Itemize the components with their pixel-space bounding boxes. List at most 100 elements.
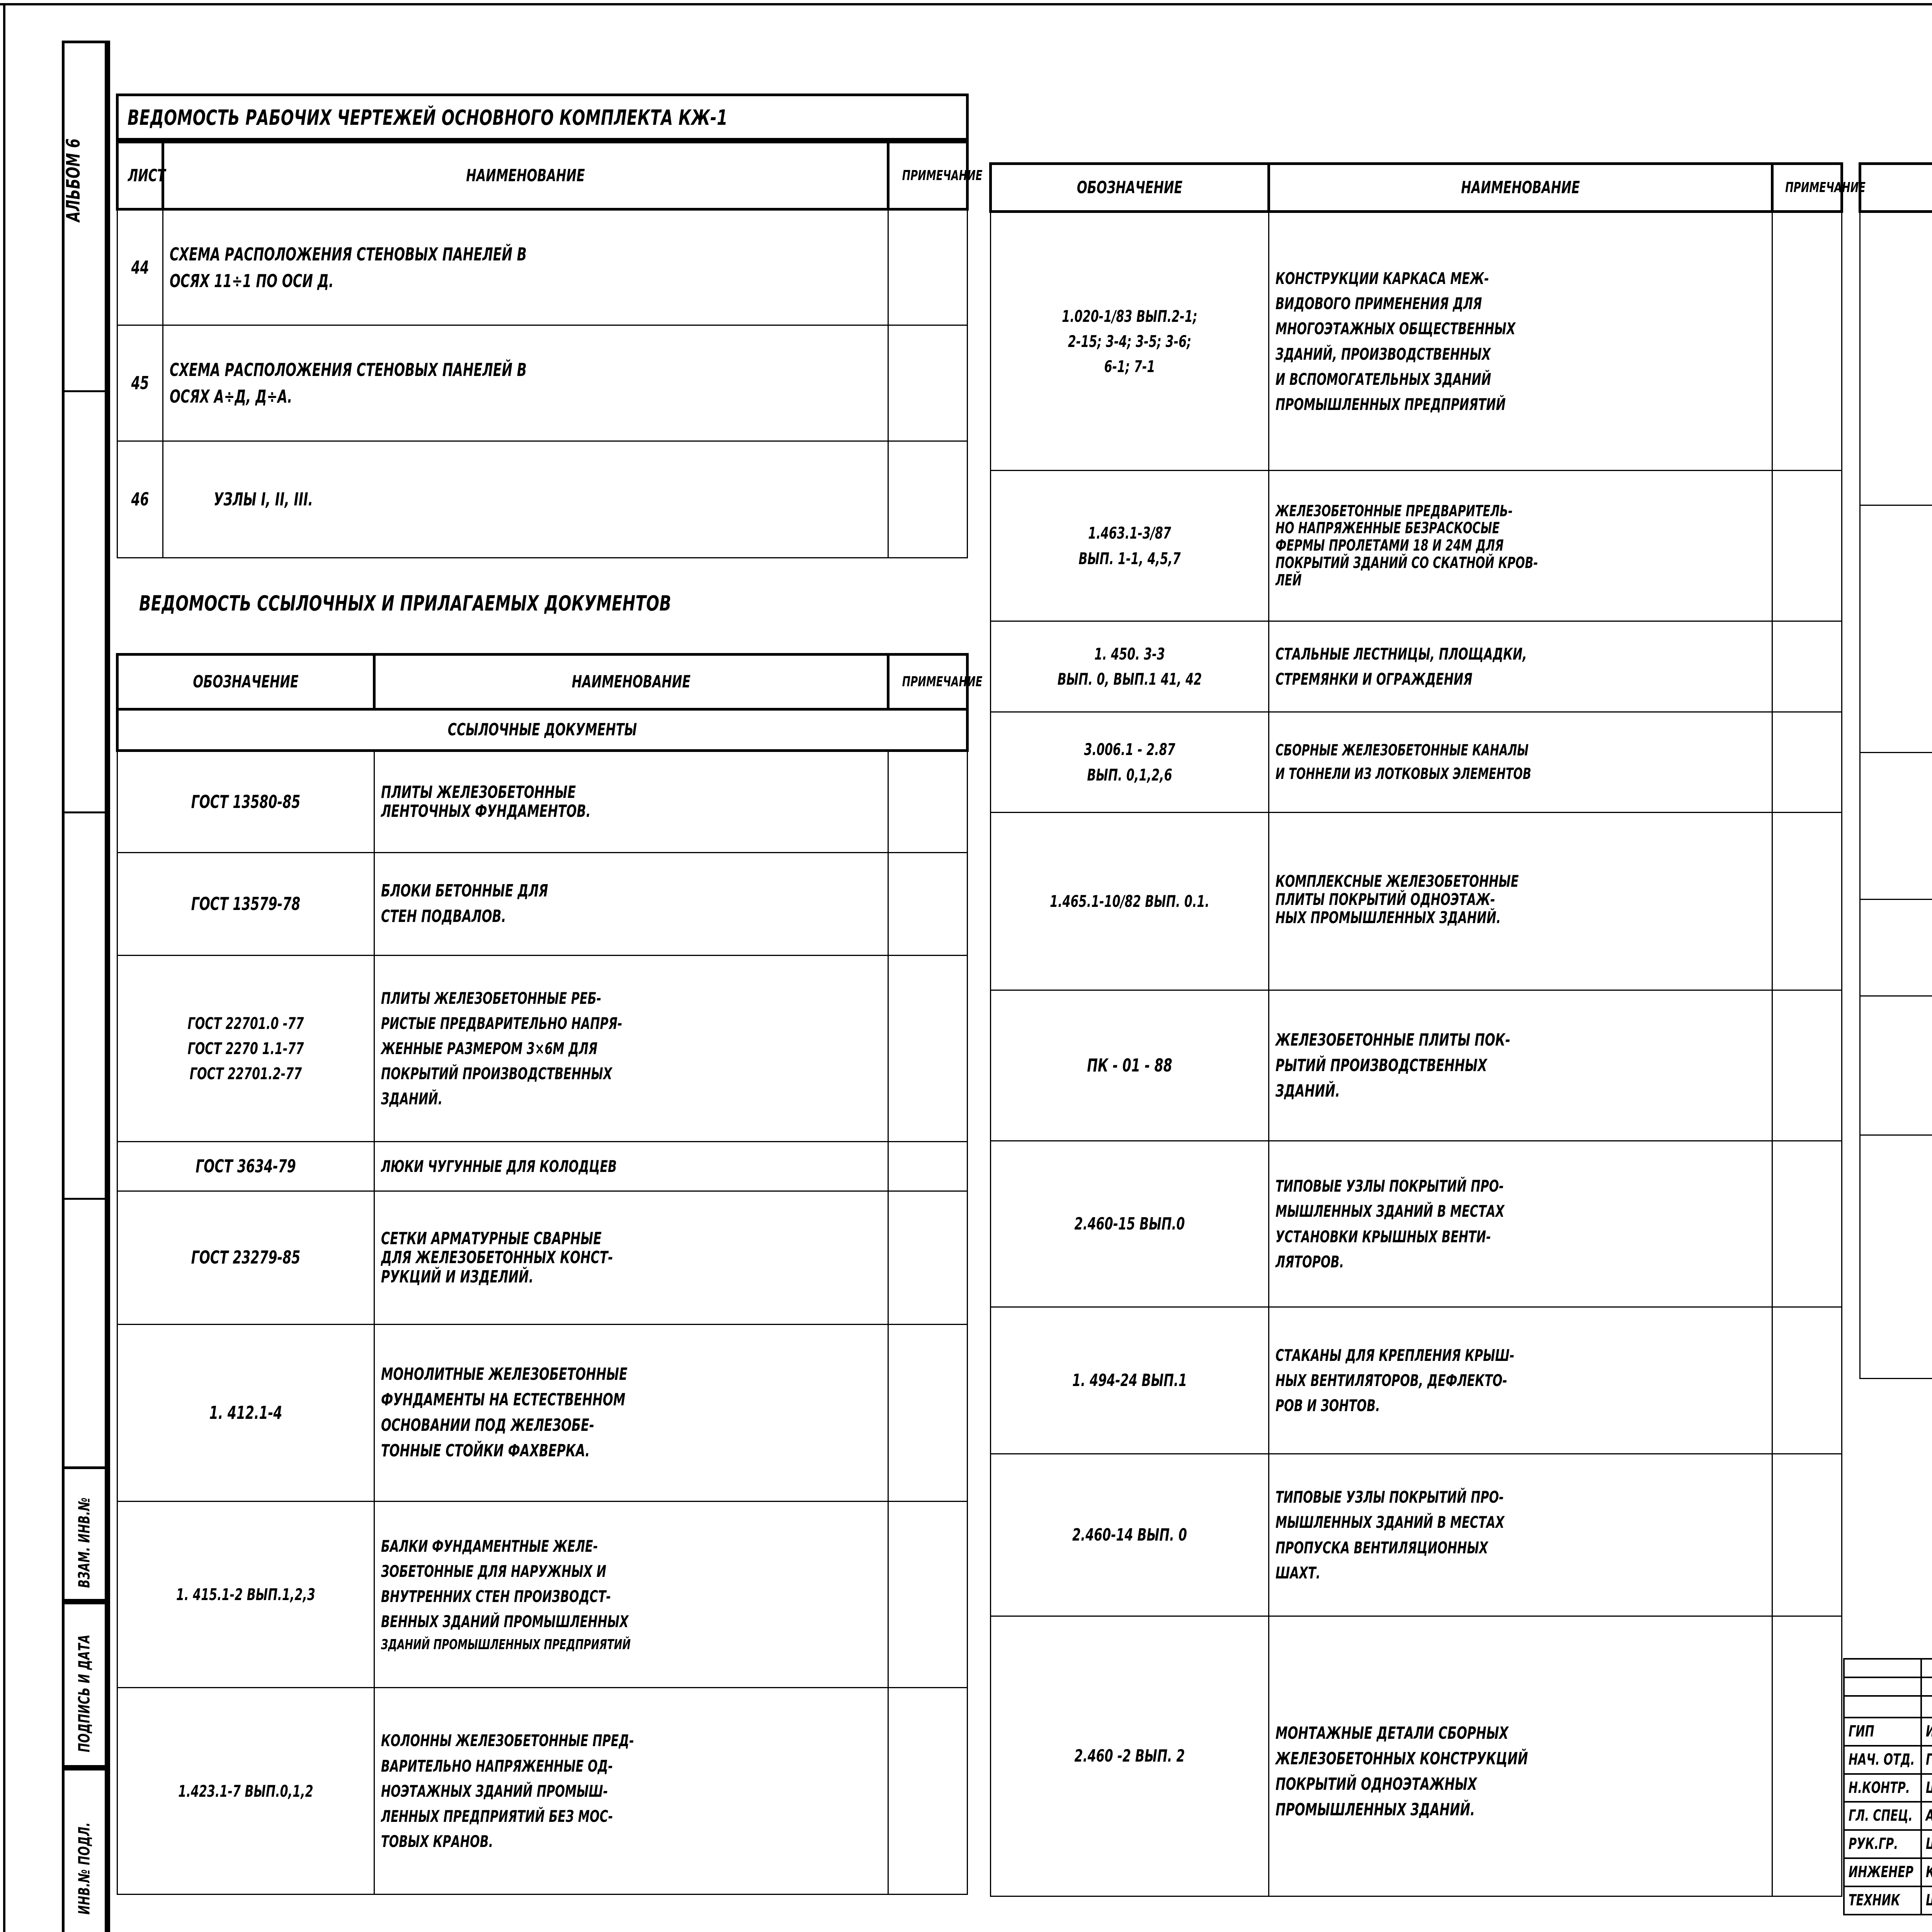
col2-row9-code: 2.460 -2 ВЫП. 2 — [990, 1616, 1269, 1897]
table-row: 2.460-15 ВЫП.0 ТИПОВЫЕ УЗЛЫ ПОКРЫТИЙ ПРО… — [990, 1140, 1842, 1308]
col2-row9-note — [1772, 1616, 1842, 1897]
col1-row4-name: СЕТКИ АРМАТУРНЫЕ СВАРНЫЕ ДЛЯ ЖЕЛЕЗОБЕТОНН… — [374, 1190, 889, 1325]
margin-box-vzam — [62, 1466, 107, 1602]
section1-caption: ВЕДОМОСТЬ РАБОЧИХ ЧЕРТЕЖЕЙ ОСНОВНОГО КОМ… — [128, 105, 728, 130]
col2-row3-note — [1772, 711, 1842, 813]
col1-row1-note — [888, 852, 968, 956]
left-margin-divider — [107, 41, 110, 1932]
table-row: ГОСТ 23279-85 СЕТКИ АРМАТУРНЫЕ СВАРНЫЕ ДЛ… — [117, 1190, 968, 1325]
tb-role-0: ГИП — [1843, 1717, 1922, 1747]
col2-row7-name: СТАКАНЫ ДЛЯ КРЕПЛЕНИЯ КРЫШ- НЫХ ВЕНТИЛЯТО… — [1268, 1306, 1773, 1454]
table-row: ГОСТ 3634-79 ЛЮКИ ЧУГУННЫЕ ДЛЯ КОЛОДЦЕВ — [117, 1141, 968, 1192]
table-row: ГОСТ 22701.0 -77 ГОСТ 2270 1.1-77 ГОСТ 227… — [117, 954, 968, 1142]
col1-row5-code: 1. 412.1-4 — [117, 1323, 375, 1502]
tb-rev2-c1[interactable] — [1843, 1677, 1922, 1697]
col3-row4-code: 3.015-2/82 ВЫП. I ВЫП. II-2 — [1859, 995, 1932, 1136]
album-label: АЛЬБОМ 6 — [63, 138, 84, 222]
col2-row3-name: СБОРНЫЕ ЖЕЛЕЗОБЕТОННЫЕ КАНАЛЫ И ТОННЕЛИ И… — [1268, 711, 1773, 813]
table-row: ГИП ИНДБАЛЬСКИЙ Ind. КОТЕЛЬНАЯ С 4 КОТЛА… — [1843, 1717, 1932, 1747]
col1-row3-code: ГОСТ 3634-79 — [117, 1141, 375, 1192]
tb-rev3-c2[interactable] — [1920, 1695, 1932, 1718]
left-tick-1 — [62, 390, 108, 392]
col2-header-code: ОБОЗНАЧЕНИЕ — [989, 162, 1270, 213]
table-row: 3.015-2/82 ВЫП. I ВЫП. II-2 УНИФИЦИРОВАН… — [1859, 995, 1932, 1136]
margin-label-vzam: ВЗАМ. ИНВ.№ — [75, 1497, 94, 1588]
col2-row1-name: ЖЕЛЕЗОБЕТОННЫЕ ПРЕДВАРИТЕЛЬ- НО НАПРЯЖЕНН… — [1268, 470, 1773, 622]
margin-box-podpis — [62, 1602, 107, 1768]
table-row: ПК - 01 - 88 ЖЕЛЕЗОБЕТОННЫЕ ПЛИТЫ ПОК- РЫ… — [990, 990, 1842, 1141]
col1-row0-code: ГОСТ 13580-85 — [117, 750, 375, 853]
table-row: 1.423.1-7 ВЫП.0,1,2 КОЛОННЫ ЖЕЛЕЗОБЕТОНН… — [117, 1687, 968, 1895]
col3-row5-code: 1.042.1 - 4 ВЫП.1 — [1859, 1134, 1932, 1379]
table-row: 3.006.1 - 2.87 ВЫП. 0,1,2,6 СБОРНЫЕ ЖЕЛЕЗ… — [990, 711, 1842, 813]
col1-row1-code: ГОСТ 13579-78 — [117, 852, 375, 956]
col1-row0-note — [888, 750, 968, 853]
table-row: 44 СХЕМА РАСПОЛОЖЕНИЯ СТЕНОВЫХ ПАНЕЛЕЙ В… — [117, 209, 968, 326]
col2-row9-name: МОНТАЖНЫЕ ДЕТАЛИ СБОРНЫХ ЖЕЛЕЗОБЕТОННЫХ К… — [1268, 1616, 1773, 1897]
left-tick-3 — [62, 1198, 108, 1200]
section1-table: ЛИСТ НАИМЕНОВАНИЕ ПРИМЕЧАНИЕ 44 СХЕМА РА… — [116, 141, 983, 558]
col1-row6-name: БАЛКИ ФУНДАМЕНТНЫЕ ЖЕЛЕ- ЗОБЕТОННЫЕ ДЛЯ Н… — [374, 1501, 889, 1689]
section1-header-name: НАИМЕНОВАНИЕ — [162, 141, 889, 211]
col2-row7-code: 1. 494-24 ВЫП.1 — [990, 1306, 1269, 1454]
col1-row7-note — [888, 1687, 968, 1895]
tb-rev3-c1[interactable] — [1843, 1695, 1922, 1718]
table-row: 2.460 -2 ВЫП. 2 МОНТАЖНЫЕ ДЕТАЛИ СБОРНЫХ… — [990, 1616, 1842, 1897]
section1-caption-frame — [116, 94, 969, 141]
col2-row7-note — [1772, 1306, 1842, 1454]
col1-header-note: ПРИМЕЧАНИЕ — [887, 653, 983, 711]
col2-row2-code: 1. 450. 3-3 ВЫП. 0, ВЫП.1 41, 42 — [990, 621, 1269, 713]
col2-row8-note — [1772, 1453, 1842, 1617]
col1-row2-name: ПЛИТЫ ЖЕЛЕЗОБЕТОННЫЕ РЕБ- РИСТЫЕ ПРЕДВАРИ… — [374, 954, 889, 1142]
section2-col1-table: ОБОЗНАЧЕНИЕ НАИМЕНОВАНИЕ ПРИМЕЧАНИЕ ССЫЛ… — [116, 653, 983, 1895]
section1-row0-note — [888, 209, 968, 326]
col1-row3-name: ЛЮКИ ЧУГУННЫЕ ДЛЯ КОЛОДЦЕВ — [374, 1141, 889, 1192]
table-row: 1.465.1-10/82 ВЫП. 0.1. КОМПЛЕКСНЫЕ ЖЕЛЕ… — [990, 812, 1842, 991]
margin-box-inv — [62, 1768, 107, 1932]
col2-row6-name: ТИПОВЫЕ УЗЛЫ ПОКРЫТИЙ ПРО- МЫШЛЕННЫХ ЗДАН… — [1268, 1140, 1773, 1308]
table-row: 1. 450. 3-3 ВЫП. 0, ВЫП.1 41, 42 СТАЛЬНЫЕ… — [990, 621, 1842, 713]
section1-row2-note — [888, 440, 968, 558]
col1-row6-note — [888, 1501, 968, 1689]
col2-row2-name: СТАЛЬНЫЕ ЛЕСТНИЦЫ, ПЛОЩАДКИ, СТРЕМЯНКИ И … — [1268, 621, 1773, 713]
col3-row0-code: 1.041.1-2 ВЫП.5 — [1859, 211, 1932, 506]
col2-row5-note — [1772, 990, 1842, 1141]
section1-row1-name: СХЕМА РАСПОЛОЖЕНИЯ СТЕНОВЫХ ПАНЕЛЕЙ В ОС… — [162, 325, 889, 442]
section2-col3-table: ОБОЗНАЧЕНИЕ НАИМЕНОВАНИЕ ПРИМЕЧАНИЕ 1.04… — [1859, 162, 1932, 1379]
table-row: РУК.ГР. ШУЛЬГИНА Shu. — [1843, 1829, 1932, 1859]
col2-row8-name: ТИПОВЫЕ УЗЛЫ ПОКРЫТИЙ ПРО- МЫШЛЕННЫХ ЗДАН… — [1268, 1453, 1773, 1617]
col2-row6-code: 2.460-15 ВЫП.0 — [990, 1140, 1269, 1308]
col2-row0-note — [1772, 211, 1842, 471]
col2-row2-note — [1772, 621, 1842, 713]
tb-name-2: ШУЛЬГИНА — [1920, 1773, 1932, 1803]
col2-row3-code: 3.006.1 - 2.87 ВЫП. 0,1,2,6 — [990, 711, 1269, 813]
tb-rev-c2[interactable] — [1920, 1658, 1932, 1678]
section1-row2-name: УЗЛЫ I, II, III. — [162, 440, 889, 558]
col2-row0-code: 1.020-1/83 ВЫП.2-1; 2-15; 3-4; 3-5; 3-6; … — [990, 211, 1269, 471]
col1-row4-note — [888, 1190, 968, 1325]
section1-row0-name: СХЕМА РАСПОЛОЖЕНИЯ СТЕНОВЫХ ПАНЕЛЕЙ В ОС… — [162, 209, 889, 326]
section2-caption: ВЕДОМОСТЬ ССЫЛОЧНЫХ И ПРИЛАГАЕМЫХ ДОКУМЕ… — [139, 591, 672, 616]
tb-name-5: КУКОВИЦА — [1920, 1857, 1932, 1887]
tb-rev-c1[interactable] — [1843, 1658, 1922, 1678]
sheet-border-left — [3, 3, 5, 1932]
table-row: 1. 494-24 ВЫП.1 СТАКАНЫ ДЛЯ КРЕПЛЕНИЯ КР… — [990, 1306, 1842, 1454]
tb-name-6: ШОЛОТЮК — [1920, 1885, 1932, 1915]
col1-row2-code: ГОСТ 22701.0 -77 ГОСТ 2270 1.1-77 ГОСТ 227… — [117, 954, 375, 1142]
tb-role-5: ИНЖЕНЕР — [1843, 1857, 1922, 1887]
table-row: НАЧ. ОТД. ГУТТЕРЕРСКИЙ Gut. Р 2 — [1843, 1745, 1932, 1775]
tb-name-3: АНДРИЕВСКАЯ — [1920, 1801, 1932, 1831]
tb-name-4: ШУЛЬГИНА — [1920, 1829, 1932, 1859]
section1-row0-list: 44 — [117, 209, 163, 326]
table-row: ГОСТ 13579-78 БЛОКИ БЕТОННЫЕ ДЛЯ СТЕН ПОД… — [117, 852, 968, 956]
col1-subheader: ССЫЛОЧНЫЕ ДОКУМЕНТЫ — [116, 708, 969, 752]
col3-row3-code: 1.038.1-1 ВЫП.1 — [1859, 899, 1932, 997]
col2-row5-name: ЖЕЛЕЗОБЕТОННЫЕ ПЛИТЫ ПОК- РЫТИЙ ПРОИЗВОДС… — [1268, 990, 1773, 1141]
tb-role-3: ГЛ. СПЕЦ. — [1843, 1801, 1922, 1831]
tb-rev2-c2[interactable] — [1920, 1677, 1932, 1697]
section1-header-note: ПРИМЕЧАНИЕ — [887, 141, 983, 211]
tb-name-1: ГУТТЕРЕРСКИЙ — [1920, 1745, 1932, 1775]
col2-header-note: ПРИМЕЧАНИЕ — [1771, 162, 1866, 213]
